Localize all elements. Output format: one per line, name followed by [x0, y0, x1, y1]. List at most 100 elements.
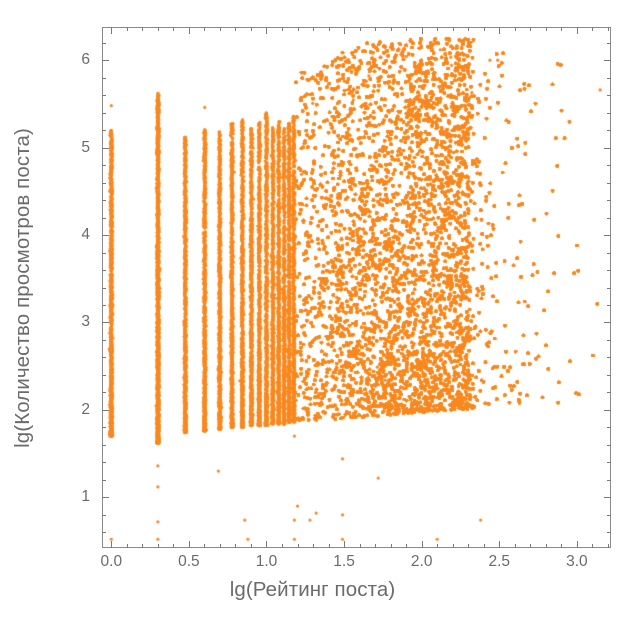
- y-minor-tick-right: [607, 480, 611, 481]
- y-minor-tick-right: [607, 78, 611, 79]
- x-tick-label: 3.0: [566, 553, 588, 570]
- y-axis-label: lg(Количество просмотров поста): [11, 127, 34, 448]
- x-minor-tick-top: [235, 27, 236, 31]
- x-minor-tick-top: [204, 27, 205, 31]
- x-major-tick: [499, 541, 500, 548]
- x-minor-tick: [220, 544, 221, 548]
- y-minor-tick-right: [607, 445, 611, 446]
- y-minor-tick-right: [607, 392, 611, 393]
- x-major-tick-top: [499, 27, 500, 34]
- x-minor-tick: [235, 544, 236, 548]
- y-minor-tick: [102, 445, 106, 446]
- x-minor-tick-top: [251, 27, 252, 31]
- y-minor-tick: [102, 462, 106, 463]
- y-major-tick-right: [604, 235, 611, 236]
- y-minor-tick: [102, 113, 106, 114]
- x-minor-tick-top: [608, 27, 609, 31]
- x-major-tick: [111, 541, 112, 548]
- x-minor-tick-top: [282, 27, 283, 31]
- x-minor-tick-top: [375, 27, 376, 31]
- y-minor-tick: [102, 43, 106, 44]
- x-minor-tick-top: [453, 27, 454, 31]
- y-tick-label: 6: [81, 51, 90, 69]
- x-minor-tick: [530, 544, 531, 548]
- y-tick-label: 3: [81, 313, 90, 331]
- x-minor-tick: [391, 544, 392, 548]
- x-minor-tick-top: [127, 27, 128, 31]
- y-minor-tick-right: [607, 183, 611, 184]
- x-minor-tick: [515, 544, 516, 548]
- x-minor-tick: [204, 544, 205, 548]
- y-minor-tick-right: [607, 113, 611, 114]
- y-major-tick: [102, 235, 109, 236]
- x-tick-label: 1.0: [255, 553, 278, 570]
- y-minor-tick: [102, 183, 106, 184]
- y-minor-tick: [102, 392, 106, 393]
- x-minor-tick: [127, 544, 128, 548]
- y-minor-tick: [102, 515, 106, 516]
- x-major-tick-top: [422, 27, 423, 34]
- y-minor-tick: [102, 305, 106, 306]
- y-major-tick: [102, 322, 109, 323]
- y-minor-tick: [102, 480, 106, 481]
- y-tick-label: 2: [81, 400, 90, 418]
- y-minor-tick-right: [607, 270, 611, 271]
- y-major-tick: [102, 410, 109, 411]
- y-minor-tick: [102, 130, 106, 131]
- y-minor-tick: [102, 427, 106, 428]
- x-major-tick: [422, 541, 423, 548]
- y-minor-tick-right: [607, 515, 611, 516]
- x-minor-tick: [313, 544, 314, 548]
- scatter-points-layer: [102, 27, 611, 548]
- x-minor-tick: [375, 544, 376, 548]
- x-major-tick: [189, 541, 190, 548]
- x-minor-tick: [329, 544, 330, 548]
- x-minor-tick: [406, 544, 407, 548]
- x-axis-label: lg(Рейтинг поста): [229, 578, 396, 601]
- y-minor-tick-right: [607, 200, 611, 201]
- x-minor-tick: [360, 544, 361, 548]
- x-minor-tick-top: [360, 27, 361, 31]
- y-minor-tick-right: [607, 462, 611, 463]
- x-minor-tick: [484, 544, 485, 548]
- x-major-tick: [577, 541, 578, 548]
- x-major-tick-top: [266, 27, 267, 34]
- y-minor-tick-right: [607, 375, 611, 376]
- x-minor-tick: [282, 544, 283, 548]
- x-minor-tick-top: [142, 27, 143, 31]
- x-minor-tick-top: [592, 27, 593, 31]
- x-major-tick-top: [189, 27, 190, 34]
- y-major-tick: [102, 148, 109, 149]
- x-minor-tick-top: [220, 27, 221, 31]
- x-major-tick: [266, 541, 267, 548]
- y-minor-tick: [102, 218, 106, 219]
- x-minor-tick: [173, 544, 174, 548]
- x-minor-tick: [158, 544, 159, 548]
- x-minor-tick-top: [406, 27, 407, 31]
- y-minor-tick-right: [607, 288, 611, 289]
- x-minor-tick-top: [391, 27, 392, 31]
- y-minor-tick-right: [607, 43, 611, 44]
- x-minor-tick-top: [158, 27, 159, 31]
- x-tick-label: 1.5: [333, 553, 355, 570]
- y-minor-tick: [102, 357, 106, 358]
- x-minor-tick: [608, 544, 609, 548]
- y-minor-tick: [102, 532, 106, 533]
- x-minor-tick-top: [515, 27, 516, 31]
- x-minor-tick: [251, 544, 252, 548]
- x-tick-label: 0.0: [100, 553, 123, 570]
- x-major-tick-top: [111, 27, 112, 34]
- y-minor-tick: [102, 200, 106, 201]
- y-tick-label: 5: [81, 138, 90, 156]
- y-minor-tick: [102, 375, 106, 376]
- x-minor-tick-top: [173, 27, 174, 31]
- x-minor-tick: [142, 544, 143, 548]
- y-minor-tick-right: [607, 95, 611, 96]
- y-minor-tick: [102, 165, 106, 166]
- x-minor-tick-top: [530, 27, 531, 31]
- y-major-tick-right: [604, 148, 611, 149]
- x-minor-tick: [468, 544, 469, 548]
- x-minor-tick-top: [298, 27, 299, 31]
- x-minor-tick-top: [329, 27, 330, 31]
